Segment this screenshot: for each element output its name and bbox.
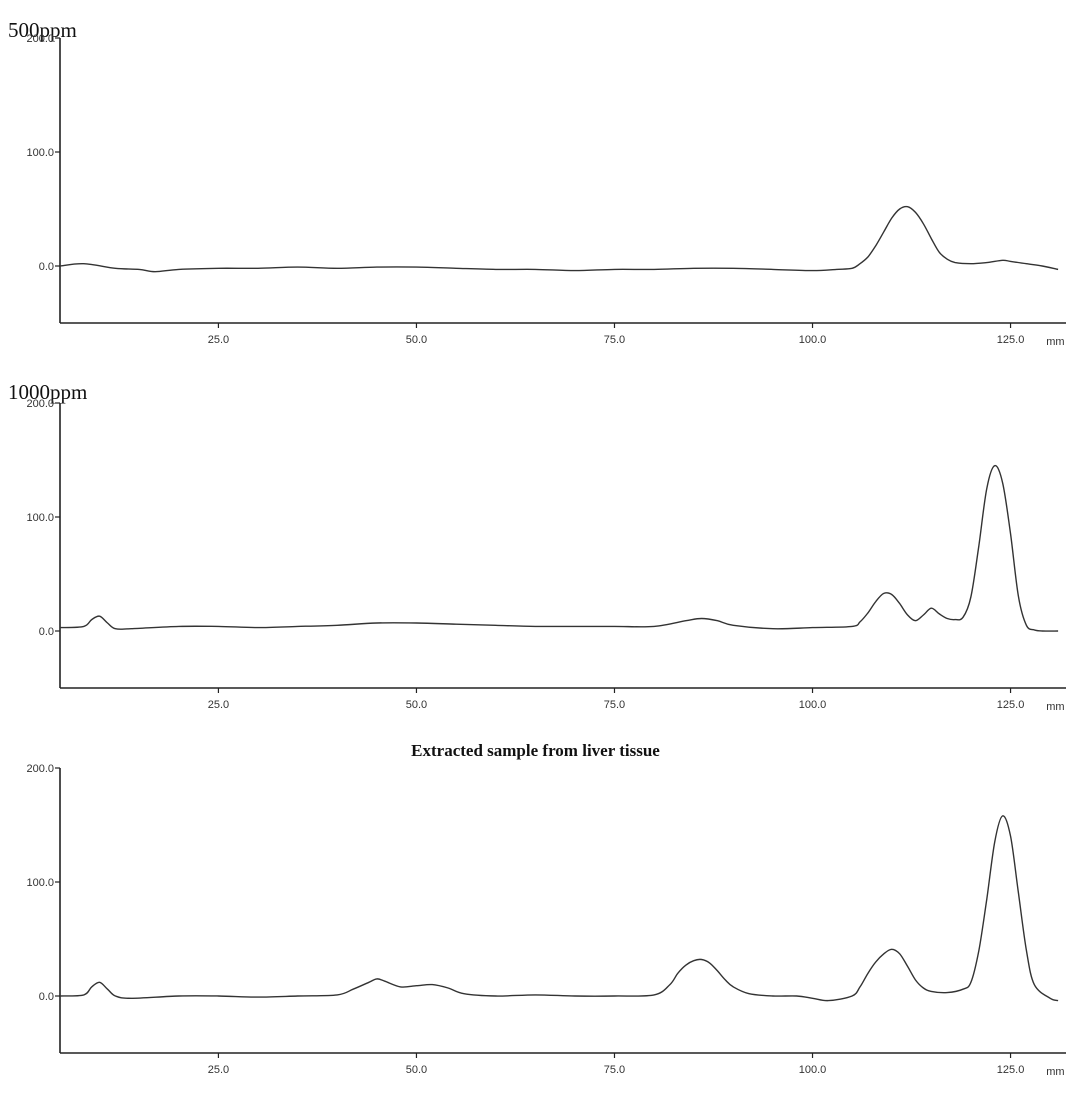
y-tick-label: 100.0 [26, 512, 54, 524]
x-unit-label: mm [1046, 701, 1064, 713]
panel-1-label: 500ppm [8, 18, 77, 42]
y-tick-label: 100.0 [26, 877, 54, 889]
y-tick-label: 0.0 [39, 991, 54, 1003]
x-tick-label: 25.0 [208, 334, 229, 346]
x-tick-label: 25.0 [208, 699, 229, 711]
x-tick-label: 50.0 [406, 699, 427, 711]
x-tick-label: 25.0 [208, 1064, 229, 1076]
y-tick-label: 200.0 [26, 33, 54, 45]
x-unit-label: mm [1046, 336, 1064, 348]
y-tick-label: 200.0 [26, 398, 54, 410]
chromatogram-1000ppm: 0.0 100.0 200.0 25.0 50.0 75.0 100.0 125.0 mm [26, 398, 1066, 713]
x-tick-label: 125.0 [997, 334, 1025, 346]
x-tick-label: 100.0 [799, 1064, 827, 1076]
x-tick-label: 100.0 [799, 699, 827, 711]
x-unit-label: mm [1046, 1066, 1064, 1078]
x-tick-label: 75.0 [604, 334, 625, 346]
y-tick-label: 0.0 [39, 261, 54, 273]
panel-3-caption: Extracted sample from liver tissue [411, 741, 660, 760]
x-tick-label: 125.0 [997, 699, 1025, 711]
x-tick-label: 50.0 [406, 334, 427, 346]
y-tick-label: 0.0 [39, 626, 54, 638]
chromatogram-liver-extract: 0.0 100.0 200.0 25.0 50.0 75.0 100.0 125.0 mm [26, 763, 1066, 1078]
chromatogram-500ppm: 0.0 100.0 200.0 25.0 50.0 75.0 100.0 125.0 mm [26, 33, 1066, 348]
x-tick-label: 125.0 [997, 1064, 1025, 1076]
y-tick-label: 100.0 [26, 147, 54, 159]
chromatogram-trace [59, 464, 1059, 632]
x-tick-label: 100.0 [799, 334, 827, 346]
chromatogram-trace [59, 205, 1059, 273]
x-tick-label: 50.0 [406, 1064, 427, 1076]
panel-2-label: 1000ppm [8, 380, 88, 404]
x-tick-label: 75.0 [604, 1064, 625, 1076]
y-tick-label: 200.0 [26, 763, 54, 775]
chromatogram-trace [59, 815, 1059, 1002]
x-tick-label: 75.0 [604, 699, 625, 711]
